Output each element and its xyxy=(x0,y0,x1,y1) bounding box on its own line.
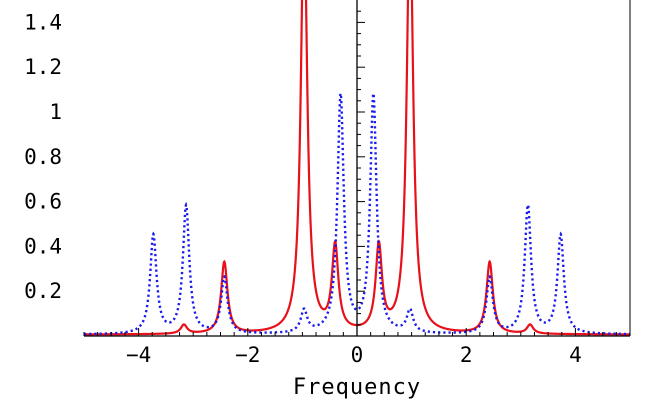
x-tick-label: 2 xyxy=(460,343,473,367)
y-tick-label: 0.8 xyxy=(24,145,62,169)
y-tick-label: 0.4 xyxy=(24,234,62,258)
x-tick-label: −2 xyxy=(235,343,260,367)
x-tick-label: 0 xyxy=(351,343,364,367)
y-tick-label: 1.2 xyxy=(24,55,62,79)
x-tick-label: −4 xyxy=(126,343,151,367)
y-tick-label: 1.4 xyxy=(24,10,62,34)
x-tick-label: 4 xyxy=(569,343,582,367)
y-tick-label: 0.6 xyxy=(24,190,62,214)
x-axis-label: Frequency xyxy=(293,375,421,400)
y-tick-label: 0.2 xyxy=(24,279,62,303)
axes: −4 −2 0 2 4 0.2 0.4 0.6 0.8 1 1.2 1.4 xyxy=(24,0,631,367)
y-tick-label: 1 xyxy=(49,100,62,124)
